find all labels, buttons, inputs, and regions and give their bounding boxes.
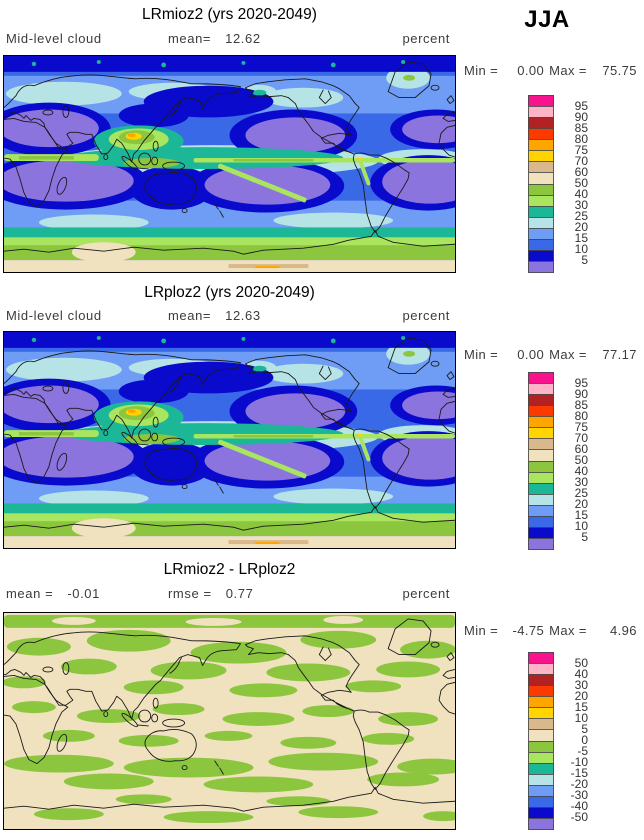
- panel2-field-label: Mid-level cloud: [6, 308, 102, 323]
- colorbar-tick-label: 20: [574, 220, 588, 235]
- colorbar-tick-label: 10: [574, 519, 588, 534]
- season-label: JJA: [524, 6, 570, 33]
- panel2-mean-label: mean=: [168, 308, 212, 323]
- colorbar-tick-label: -50: [570, 810, 588, 825]
- panel3-min-label: Min =: [464, 623, 499, 638]
- colorbar-tick-label: 15: [574, 231, 588, 246]
- colorbar-tick-label: 95: [574, 98, 588, 113]
- panel2-minmax: Min = 0.00 Max = 77.17: [464, 347, 642, 362]
- panel2-units-label: percent: [402, 308, 450, 323]
- panel2-min-value: 0.00: [517, 347, 545, 362]
- colorbar-tick-label: 80: [574, 131, 588, 146]
- map-difference: [3, 612, 456, 830]
- colorbar-tick-label: 70: [574, 153, 588, 168]
- panel1-mean-label: mean=: [168, 31, 212, 46]
- colorbar-tick-label: 30: [574, 198, 588, 213]
- colorbar-tick-label: -5: [577, 744, 588, 759]
- panel1-max-value: 75.75: [602, 63, 637, 78]
- panel2-mean-value: 12.63: [225, 308, 261, 323]
- colorbar-tick-label: 25: [574, 486, 588, 501]
- colorbar-tick-label: 75: [574, 142, 588, 157]
- panel3-colorbar: 50 40 30 20 15 10 5 0 -5 -10 -15 -20 -30 -40 -50: [528, 652, 618, 831]
- colorbar-tick-label: -15: [570, 766, 588, 781]
- colorbar-tick-label: 90: [574, 109, 588, 124]
- map-lrploz2-svg: [4, 332, 455, 548]
- colorbar-tick-label: 10: [574, 242, 588, 257]
- panel3-min-value: -4.75: [512, 623, 545, 638]
- panel3-mean: mean = -0.01: [6, 586, 100, 601]
- colorbar-tick-label: 30: [574, 677, 588, 692]
- colorbar-tick-label: 40: [574, 666, 588, 681]
- colorbar-tick-label: 20: [574, 688, 588, 703]
- colorbar-tick-label: 50: [574, 655, 588, 670]
- panel1-colorbar: 95 90 85 80 75 70 60 50 40 30 25 20 15 10 5: [528, 95, 618, 274]
- colorbar-tick-label: 85: [574, 120, 588, 135]
- colorbar-tick-label: 60: [574, 441, 588, 456]
- colorbar-tick-label: 85: [574, 397, 588, 412]
- panel3-mean-value: -0.01: [67, 586, 100, 601]
- colorbar-tick-label: 15: [574, 508, 588, 523]
- colorbar-tick-label: -30: [570, 788, 588, 803]
- panel1-mean-value: 12.62: [225, 31, 261, 46]
- map-lrploz2: [3, 331, 456, 549]
- colorbar-cell: [528, 817, 554, 830]
- panel1-stats-row: Mid-level cloud mean= 12.62 percent: [3, 31, 456, 47]
- colorbar-tick-label: 10: [574, 710, 588, 725]
- panel1-max-label: Max =: [549, 63, 587, 78]
- colorbar-tick-label: -40: [570, 799, 588, 814]
- colorbar-tick-label: 80: [574, 408, 588, 423]
- panel3-rmse-value: 0.77: [225, 586, 254, 601]
- colorbar-tick-label: 30: [574, 475, 588, 490]
- colorbar-tick-label: 5: [581, 253, 588, 268]
- colorbar-tick-label: 0: [581, 733, 588, 747]
- colorbar-cell: [528, 260, 554, 273]
- panel1-field-label: Mid-level cloud: [6, 31, 102, 46]
- panel3-units-label: percent: [402, 586, 450, 601]
- colorbar-tick-label: 50: [574, 176, 588, 190]
- colorbar-tick-label: 75: [574, 419, 588, 434]
- colorbar-tick-label: 5: [581, 721, 588, 736]
- panel3-rmse-label: rmse =: [168, 586, 212, 601]
- panel1-minmax: Min = 0.00 Max = 75.75: [464, 63, 642, 78]
- colorbar-tick-label: 5: [581, 530, 588, 545]
- panel3-minmax: Min = -4.75 Max = 4.96: [464, 623, 642, 638]
- panel3-title: LRmioz2 - LRploz2: [163, 561, 296, 578]
- colorbar-tick-label: 25: [574, 209, 588, 224]
- panel2-stats-row: Mid-level cloud mean= 12.63 percent: [3, 308, 456, 324]
- panel2-max-label: Max =: [549, 347, 587, 362]
- panel3-rmse: rmse = 0.77: [168, 586, 253, 601]
- panel1-min-label: Min =: [464, 63, 499, 78]
- panel3-max-value: 4.96: [610, 623, 637, 638]
- colorbar-tick-label: 15: [574, 699, 588, 714]
- colorbar-tick-label: 20: [574, 497, 588, 512]
- colorbar-tick-label: 40: [574, 464, 588, 479]
- panel1-title: LRmioz2 (yrs 2020-2049): [142, 6, 317, 23]
- map-difference-svg: [4, 613, 455, 829]
- colorbar-tick-label: 60: [574, 164, 588, 179]
- panel2-max-value: 77.17: [602, 347, 637, 362]
- panel3-stats-row: mean = -0.01 rmse = 0.77 percent: [3, 586, 456, 602]
- panel2-mean: mean= 12.63: [168, 308, 261, 323]
- map-lrmioz2-svg: [4, 56, 455, 272]
- colorbar-tick-label: 90: [574, 386, 588, 401]
- colorbar-tick-label: 50: [574, 453, 588, 467]
- panel1-units-label: percent: [402, 31, 450, 46]
- colorbar-cell: [528, 537, 554, 550]
- map-lrmioz2: [3, 55, 456, 273]
- colorbar-tick-label: -20: [570, 777, 588, 792]
- colorbar-tick-label: -10: [570, 755, 588, 770]
- colorbar-tick-label: 95: [574, 375, 588, 390]
- panel1-min-value: 0.00: [517, 63, 545, 78]
- panel2-colorbar: 95 90 85 80 75 70 60 50 40 30 25 20 15 10 5: [528, 372, 618, 551]
- panel2-title: LRploz2 (yrs 2020-2049): [144, 284, 315, 301]
- colorbar-tick-label: 40: [574, 187, 588, 202]
- colorbar-tick-label: 70: [574, 430, 588, 445]
- panel3-max-label: Max =: [549, 623, 587, 638]
- panel3-mean-label: mean =: [6, 586, 54, 601]
- panel1-mean: mean= 12.62: [168, 31, 261, 46]
- panel2-min-label: Min =: [464, 347, 499, 362]
